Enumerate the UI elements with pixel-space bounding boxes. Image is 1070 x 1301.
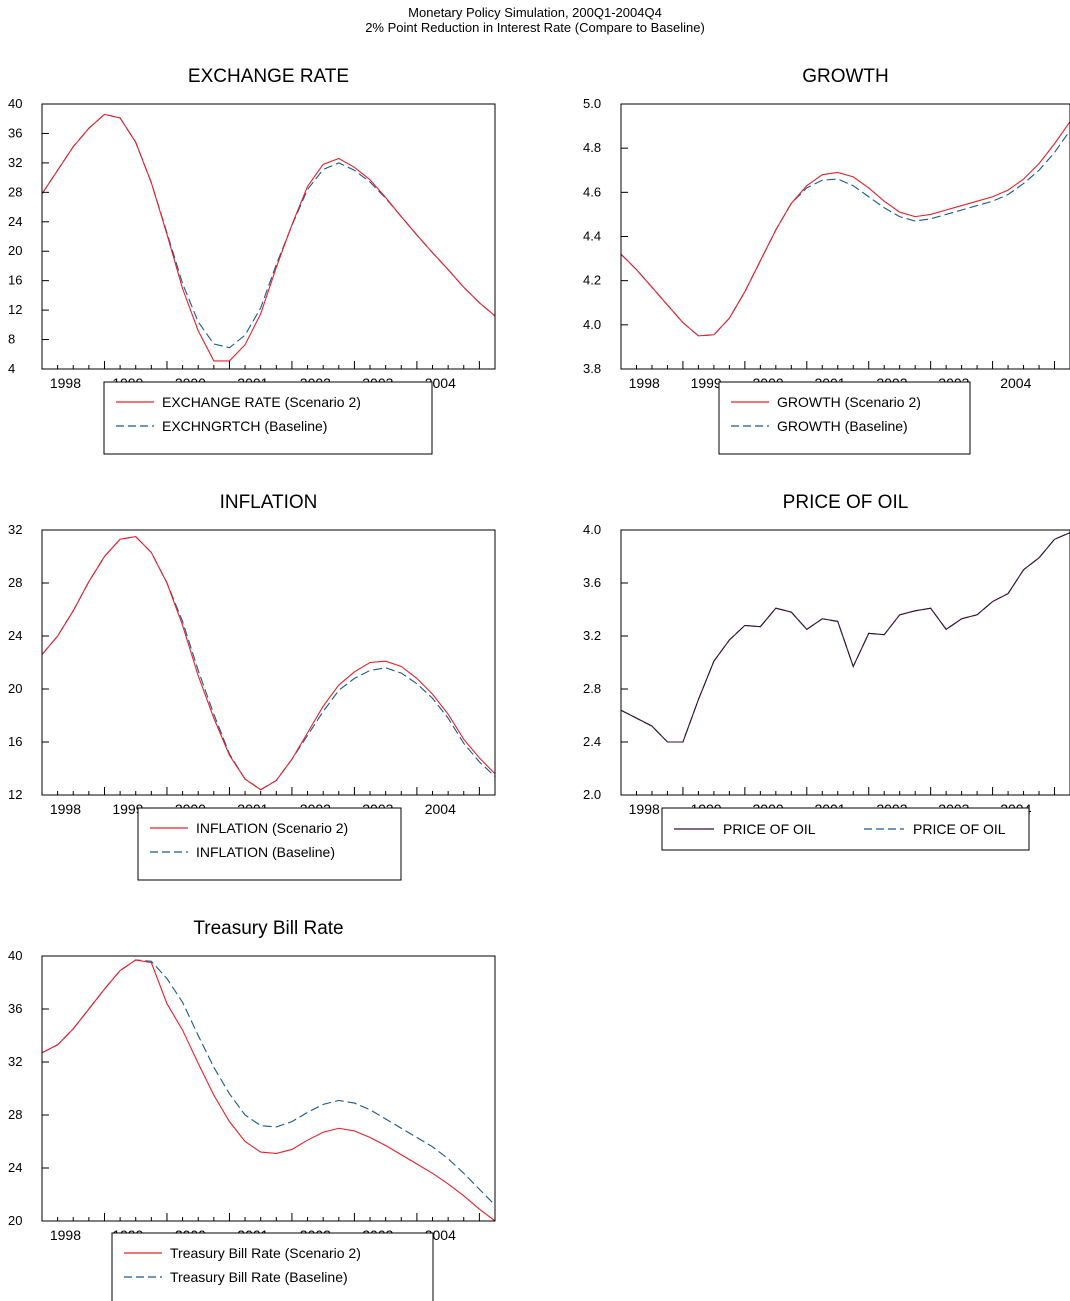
series-line-scenario [42, 959, 495, 1221]
figure-title: Monetary Policy Simulation, 200Q1-2004Q4 [408, 5, 662, 20]
chart-title: EXCHANGE RATE [188, 66, 349, 87]
y-tick-label: 4.0 [583, 317, 601, 332]
chart-title: INFLATION [220, 492, 318, 513]
y-tick-label: 20 [8, 681, 22, 696]
series-line-baseline [621, 532, 1070, 743]
series-line-baseline [42, 113, 495, 349]
legend: INFLATION (Scenario 2) INFLATION (Baselin… [137, 807, 402, 881]
legend: EXCHANGE RATE (Scenario 2) EXCHNGRTCH (Ba… [103, 381, 433, 455]
y-tick-label: 24 [8, 214, 22, 229]
y-tick-label: 24 [8, 628, 22, 643]
y-tick-label: 16 [8, 273, 22, 288]
plot-frame [41, 529, 496, 796]
plot-frame [620, 529, 1070, 796]
y-tick-label: 16 [8, 734, 22, 749]
legend-label: PRICE OF OIL [913, 821, 1006, 837]
plot-frame [41, 103, 496, 370]
chart-title: PRICE OF OIL [783, 492, 909, 513]
x-tick-label: 1998 [50, 1227, 81, 1243]
y-tick-label: 28 [8, 184, 22, 199]
y-tick-label: 2.8 [583, 681, 601, 696]
legend-label: EXCHNGRTCH (Baseline) [162, 418, 327, 434]
y-tick-label: 32 [8, 522, 22, 537]
x-tick-label: 2004 [1000, 375, 1031, 391]
y-tick-label: 4 [8, 361, 15, 376]
chart-panel-1: EXCHANGE RATE481216202428323640199819992… [8, 66, 496, 455]
y-tick-label: 20 [8, 1213, 22, 1228]
y-tick-label: 12 [8, 302, 22, 317]
series-line-scenario [621, 532, 1070, 743]
x-tick-label: 2004 [425, 375, 456, 391]
y-tick-label: 3.2 [583, 628, 601, 643]
legend-label: INFLATION (Scenario 2) [196, 820, 348, 836]
legend-box [137, 807, 402, 881]
y-tick-label: 36 [8, 1001, 22, 1016]
y-tick-label: 28 [8, 575, 22, 590]
y-tick-label: 4.0 [583, 522, 601, 537]
figure-header: Monetary Policy Simulation, 200Q1-2004Q4… [0, 5, 1070, 35]
figure-subtitle: 2% Point Reduction in Interest Rate (Com… [365, 20, 705, 35]
series-line-scenario [42, 536, 495, 791]
series-line-scenario [621, 121, 1070, 337]
x-tick-label: 1998 [629, 801, 660, 817]
y-tick-label: 4.6 [583, 184, 601, 199]
y-tick-label: 40 [8, 96, 22, 111]
y-tick-label: 3.6 [583, 575, 601, 590]
chart-panel-2: GROWTH3.84.04.24.44.64.85.01998199920002… [583, 66, 1070, 455]
y-tick-label: 4.8 [583, 140, 601, 155]
x-tick-label: 1998 [629, 375, 660, 391]
x-tick-label: 2004 [425, 801, 456, 817]
legend-label: EXCHANGE RATE (Scenario 2) [162, 394, 361, 410]
y-tick-label: 4.2 [583, 273, 601, 288]
legend: GROWTH (Scenario 2) GROWTH (Baseline) [718, 381, 971, 455]
y-tick-label: 12 [8, 787, 22, 802]
x-tick-label: 1998 [50, 801, 81, 817]
legend-box [718, 381, 971, 455]
y-tick-label: 5.0 [583, 96, 601, 111]
chart-panel-5: Treasury Bill Rate2024283236401998199920… [8, 918, 496, 1301]
legend-label: GROWTH (Scenario 2) [777, 394, 921, 410]
legend: PRICE OF OIL PRICE OF OIL [661, 807, 1030, 851]
x-tick-label: 1999 [691, 375, 722, 391]
y-tick-label: 36 [8, 125, 22, 140]
chart-title: GROWTH [802, 66, 889, 87]
x-tick-label: 1999 [112, 801, 143, 817]
chart-panel-4: PRICE OF OIL2.02.42.83.23.64.01998199920… [583, 492, 1070, 851]
series-line-scenario [42, 113, 495, 362]
legend-label: Treasury Bill Rate (Baseline) [170, 1269, 348, 1285]
y-tick-label: 32 [8, 155, 22, 170]
legend-box [111, 1232, 434, 1301]
series-line-baseline [42, 536, 495, 791]
chart-title: Treasury Bill Rate [193, 918, 343, 939]
y-tick-label: 2.4 [583, 734, 601, 749]
legend-box [661, 807, 1030, 851]
y-tick-label: 24 [8, 1160, 22, 1175]
y-tick-label: 32 [8, 1054, 22, 1069]
y-tick-label: 20 [8, 243, 22, 258]
legend-label: INFLATION (Baseline) [196, 844, 335, 860]
legend-label: GROWTH (Baseline) [777, 418, 908, 434]
legend-box [103, 381, 433, 455]
chart-panel-3: INFLATION1216202428321998199920002001200… [8, 492, 496, 881]
legend: Treasury Bill Rate (Scenario 2) Treasury … [111, 1232, 434, 1301]
y-tick-label: 3.8 [583, 361, 601, 376]
y-tick-label: 8 [8, 332, 15, 347]
plot-frame [41, 955, 496, 1222]
series-line-baseline [42, 959, 495, 1206]
legend-label: PRICE OF OIL [723, 821, 816, 837]
series-line-baseline [621, 130, 1070, 337]
y-tick-label: 28 [8, 1107, 22, 1122]
plot-frame [620, 103, 1070, 370]
y-tick-label: 2.0 [583, 787, 601, 802]
x-tick-label: 1998 [50, 375, 81, 391]
legend-label: Treasury Bill Rate (Scenario 2) [170, 1245, 361, 1261]
y-tick-label: 40 [8, 948, 22, 963]
y-tick-label: 4.4 [583, 229, 601, 244]
